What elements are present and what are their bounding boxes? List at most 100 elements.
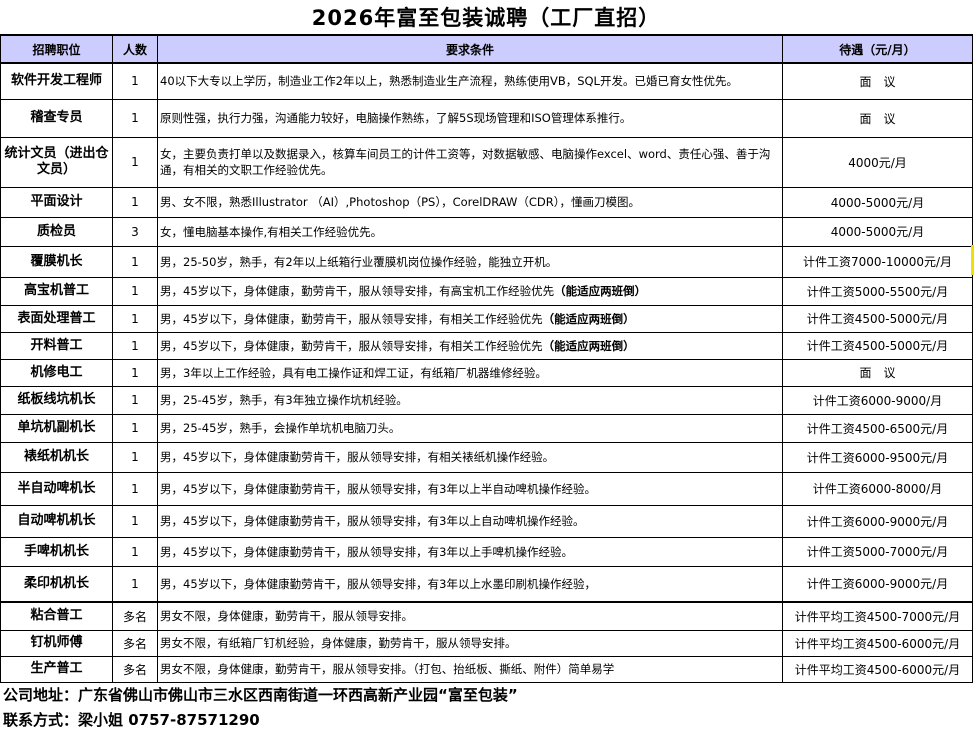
requirements-text: 男、女不限，熟悉Illustrator （AI）,Photoshop（PS），C… [160, 195, 641, 209]
requirements-cell: 男，45岁以下，身体健康勤劳肯干，服从领导安排，有3年以上自动啤机操作经验。 [157, 504, 783, 538]
table-row: 生产普工 多名 男女不限，身体健康，勤劳肯干，服从领导安排。（打包、抬纸板、撕纸、附… [0, 655, 973, 683]
requirements-text: 男，45岁以下，身体健康，勤劳肯干，服从领导安排，有高宝机工作经验优先 [160, 284, 555, 298]
count-cell: 1 [112, 276, 158, 306]
count-cell: 多名 [112, 655, 158, 683]
salary-cell: 面 议 [782, 98, 973, 138]
table-row: 质检员 3 女，懂电脑基本操作,有相关工作经验优先。 4000-5000元/月 [0, 216, 973, 247]
position-cell: 柔印机机长 [0, 565, 113, 603]
count-cell: 1 [112, 441, 158, 473]
table-row: 钉机师傅 多名 男女不限，有纸箱厂钉机经验，身体健康，勤劳肯干，服从领导安排。 计件平… [0, 629, 973, 657]
table-row: 裱纸机机长 1 男，45岁以下，身体健康勤劳肯干，服从领导安排，有相关裱纸机操作经验… [0, 441, 973, 473]
requirements-cell: 40以下大专以上学历，制造业工作2年以上，熟悉制造业生产流程，熟练使用VB，SQ… [157, 62, 783, 100]
requirements-cell: 男，45岁以下，身体健康，勤劳肯干，服从领导安排，有相关工作经验优先（能适应两班… [157, 304, 783, 333]
requirements-text: 原则性强，执行力强，沟通能力较好，电脑操作熟练，了解5S现场管理和ISO管理体系… [160, 111, 632, 125]
position-cell: 纸板线坑机长 [0, 385, 113, 415]
page-title: 2026年富至包装诚聘（工厂直招） [311, 6, 661, 30]
position-cell: 平面设计 [0, 186, 113, 218]
salary-cell: 计件工资6000-8000/月 [782, 471, 973, 506]
requirements-text: 男，45岁以下，身体健康勤劳肯干，服从领导安排，有3年以上自动啤机操作经验。 [160, 514, 585, 528]
header-count: 人数 [112, 34, 158, 64]
requirements-text: 男，45岁以下，身体健康勤劳肯干，服从领导安排，有相关裱纸机操作经验。 [160, 450, 555, 464]
salary-cell: 计件工资4500-6500元/月 [782, 413, 973, 443]
count-cell: 1 [112, 504, 158, 538]
count-cell: 1 [112, 136, 158, 188]
requirements-text: 男，45岁以下，身体健康勤劳肯干，服从领导安排，有3年以上手啤机操作经验。 [160, 544, 573, 559]
table-row: 纸板线坑机长 1 男，25-45岁，熟手，有3年独立操作坑机经验。 计件工资6000-… [0, 385, 973, 415]
contact-info: 联系方式：梁小姐 0757-87571290 [3, 711, 260, 729]
salary-cell: 计件工资5000-7000元/月 [782, 536, 973, 567]
salary-cell: 计件平均工资4500-6000元/月 [782, 629, 973, 657]
header-requirements: 要求条件 [157, 34, 783, 64]
count-cell: 1 [112, 413, 158, 443]
table-row: 高宝机普工 1 男，45岁以下，身体健康，勤劳肯干，服从领导安排，有高宝机工作经验优… [0, 276, 973, 306]
requirements-cell: 男、女不限，熟悉Illustrator （AI）,Photoshop（PS），C… [157, 186, 783, 218]
count-cell: 1 [112, 245, 158, 278]
requirements-emphasis: （能适应两班倒） [554, 284, 647, 298]
table-row: 覆膜机长 1 男，25-50岁，熟手，有2年以上纸箱行业覆膜机岗位操作经验，能独立开… [0, 245, 973, 278]
requirements-text: 男，45岁以下，身体健康勤劳肯干，服从领导安排，有3年以上水墨印刷机操作经验， [160, 576, 596, 591]
requirements-text: 男，25-45岁，熟手，会操作单坑机电脑刀头。 [160, 421, 401, 435]
salary-cell: 计件工资7000-10000元/月 [782, 245, 973, 278]
cell-highlight [971, 245, 974, 275]
requirements-cell: 男，45岁以下，身体健康，勤劳肯干，服从领导安排，有高宝机工作经验优先（能适应两… [157, 276, 783, 306]
position-cell: 生产普工 [0, 655, 113, 683]
requirements-cell: 男女不限，有纸箱厂钉机经验，身体健康，勤劳肯干，服从领导安排。 [157, 629, 783, 657]
requirements-emphasis: （能适应两班倒） [542, 338, 635, 353]
salary-cell: 面 议 [782, 62, 973, 100]
requirements-text: 男女不限，有纸箱厂钉机经验，身体健康，勤劳肯干，服从领导安排。 [160, 636, 517, 650]
salary-cell: 计件工资4500-5000元/月 [782, 304, 973, 333]
count-cell: 3 [112, 216, 158, 247]
position-cell: 质检员 [0, 216, 113, 247]
requirements-cell: 男，45岁以下，身体健康勤劳肯干，服从领导安排，有3年以上半自动啤机操作经验。 [157, 471, 783, 506]
position-cell: 开料普工 [0, 331, 113, 360]
requirements-cell: 男，3年以上工作经验，具有电工操作证和焊工证，有纸箱厂机器维修经验。 [157, 358, 783, 387]
position-cell: 粘合普工 [0, 601, 113, 631]
requirements-text: 男，25-45岁，熟手，有3年独立操作坑机经验。 [160, 393, 408, 407]
requirements-cell: 女，主要负责打单以及数据录入，核算车间员工的计件工资等，对数据敏感、电脑操作ex… [157, 136, 783, 188]
salary-cell: 计件平均工资4500-6000元/月 [782, 655, 973, 683]
count-cell: 1 [112, 331, 158, 360]
table-row: 粘合普工 多名 男女不限，身体健康，勤劳肯干，服从领导安排。 计件平均工资4500-7… [0, 601, 973, 631]
requirements-cell: 男女不限，身体健康，勤劳肯干，服从领导安排。（打包、抬纸板、撕纸、附件）简单易学 [157, 655, 783, 683]
position-cell: 表面处理普工 [0, 304, 113, 333]
requirements-cell: 男，45岁以下，身体健康勤劳肯干，服从领导安排，有3年以上手啤机操作经验。 [157, 536, 783, 567]
position-cell: 半自动啤机长 [0, 471, 113, 506]
position-cell: 单坑机副机长 [0, 413, 113, 443]
position-cell: 机修电工 [0, 358, 113, 387]
position-cell: 稽查专员 [0, 98, 113, 138]
salary-cell: 计件工资6000-9000元/月 [782, 565, 973, 603]
table-header-row: 招聘职位 人数 要求条件 待遇（元/月） [0, 34, 973, 64]
table-row: 统计文员（进出仓文员） 1 女，主要负责打单以及数据录入，核算车间员工的计件工资等，… [0, 136, 973, 188]
requirements-cell: 男，45岁以下，身体健康勤劳肯干，服从领导安排，有3年以上水墨印刷机操作经验， [157, 565, 783, 603]
company-address: 公司地址：广东省佛山市佛山市三水区西南街道一环西高新产业园“富至包装” [3, 686, 518, 704]
requirements-text: 男女不限，身体健康，勤劳肯干，服从领导安排。（打包、抬纸板、撕纸、附件）简单易学 [160, 662, 615, 676]
count-cell: 多名 [112, 629, 158, 657]
count-cell: 多名 [112, 601, 158, 631]
requirements-text: 男女不限，身体健康，勤劳肯干，服从领导安排。 [160, 609, 413, 624]
requirements-cell: 男，45岁以下，身体健康，勤劳肯干，服从领导安排，有相关工作经验优先（能适应两班… [157, 331, 783, 360]
count-cell: 1 [112, 565, 158, 603]
requirements-cell: 男，25-45岁，熟手，会操作单坑机电脑刀头。 [157, 413, 783, 443]
count-cell: 1 [112, 358, 158, 387]
requirements-text: 男，45岁以下，身体健康，勤劳肯干，服从领导安排，有相关工作经验优先 [160, 338, 543, 353]
requirements-text: 女，主要负责打单以及数据录入，核算车间员工的计件工资等，对数据敏感、电脑操作ex… [160, 147, 771, 177]
count-cell: 1 [112, 186, 158, 218]
salary-cell: 计件工资6000-9000元/月 [782, 504, 973, 538]
table-row: 半自动啤机长 1 男，45岁以下，身体健康勤劳肯干，服从领导安排，有3年以上半自动啤… [0, 471, 973, 506]
requirements-cell: 男，45岁以下，身体健康勤劳肯干，服从领导安排，有相关裱纸机操作经验。 [157, 441, 783, 473]
salary-cell: 4000-5000元/月 [782, 216, 973, 247]
position-cell: 软件开发工程师 [0, 62, 113, 100]
table-row: 软件开发工程师 1 40以下大专以上学历，制造业工作2年以上，熟悉制造业生产流程，熟… [0, 62, 973, 100]
table-row: 单坑机副机长 1 男，25-45岁，熟手，会操作单坑机电脑刀头。 计件工资4500-6… [0, 413, 973, 443]
salary-cell: 计件工资4500-5000元/月 [782, 331, 973, 360]
count-cell: 1 [112, 98, 158, 138]
table-row: 手啤机机长 1 男，45岁以下，身体健康勤劳肯干，服从领导安排，有3年以上手啤机操作… [0, 536, 973, 567]
requirements-text: 40以下大专以上学历，制造业工作2年以上，熟悉制造业生产流程，熟练使用VB，SQ… [160, 74, 738, 89]
salary-cell: 计件工资5000-5500元/月 [782, 276, 973, 306]
salary-cell: 计件平均工资4500-7000元/月 [782, 601, 973, 631]
header-salary: 待遇（元/月） [782, 34, 973, 64]
table-row: 开料普工 1 男，45岁以下，身体健康，勤劳肯干，服从领导安排，有相关工作经验优先（… [0, 331, 973, 360]
table-row: 稽查专员 1 原则性强，执行力强，沟通能力较好，电脑操作熟练，了解5S现场管理和IS… [0, 98, 973, 138]
requirements-text: 男，25-50岁，熟手，有2年以上纸箱行业覆膜机岗位操作经验，能独立开机。 [160, 254, 558, 269]
table-row: 柔印机机长 1 男，45岁以下，身体健康勤劳肯干，服从领导安排，有3年以上水墨印刷机… [0, 565, 973, 603]
